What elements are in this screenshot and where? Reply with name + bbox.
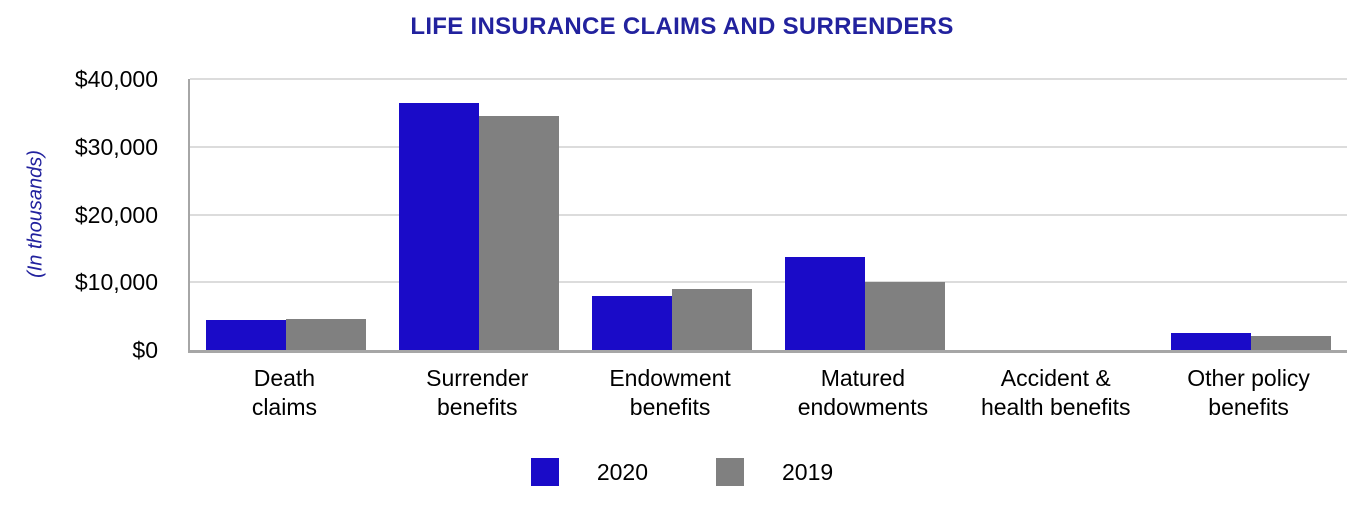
y-tick-label-20-000: $20,000	[74, 201, 158, 228]
bar-2019-other-policy-benefits	[1250, 335, 1331, 350]
x-category-label-accident-health-benefits: Accident & health benefits	[980, 365, 1131, 420]
y-tick-label-0: $0	[132, 337, 158, 363]
bar-2020-surrender-benefits	[399, 102, 480, 350]
gridline-10000	[190, 281, 1347, 284]
gridline-20000	[190, 213, 1347, 216]
bar-2019-surrender-benefits	[479, 116, 560, 350]
bar-2020-matured-endowments	[784, 256, 865, 350]
x-category-label-surrender-benefits: Surrender benefits	[426, 365, 529, 420]
bar-2019-matured-endowments	[864, 282, 945, 350]
gridline-40000	[190, 78, 1347, 80]
bar-2020-endowment-benefits	[592, 296, 673, 350]
legend-entry-2020: 2020	[530, 458, 648, 486]
legend-entry-2019: 2019	[716, 458, 833, 486]
legend: 2020 2019	[0, 458, 1364, 486]
legend-label-2020: 2020	[596, 458, 648, 485]
legend-label-2019: 2019	[782, 458, 834, 485]
plot-area	[188, 78, 1347, 353]
chart-title: LIFE INSURANCE CLAIMS AND SURRENDERS	[410, 13, 954, 40]
x-category-label-death-claims: Death claims	[251, 365, 317, 420]
y-tick-label-10-000: $10,000	[74, 269, 158, 296]
bar-2019-death-claims	[286, 318, 367, 350]
gridline-30000	[190, 145, 1347, 148]
bar-2020-death-claims	[206, 320, 287, 350]
x-category-label-other-policy-benefits: Other policy benefits	[1187, 365, 1310, 420]
bar-2020-other-policy-benefits	[1170, 333, 1251, 350]
bar-2019-endowment-benefits	[672, 289, 753, 350]
legend-swatch-2019	[716, 458, 744, 486]
x-category-label-endowment-benefits: Endowment benefits	[609, 365, 731, 420]
y-tick-label-30-000: $30,000	[74, 133, 158, 160]
legend-swatch-2020	[530, 458, 559, 486]
y-tick-label-40-000: $40,000	[74, 66, 158, 92]
x-category-label-matured-endowments: Matured endowments	[797, 365, 929, 420]
